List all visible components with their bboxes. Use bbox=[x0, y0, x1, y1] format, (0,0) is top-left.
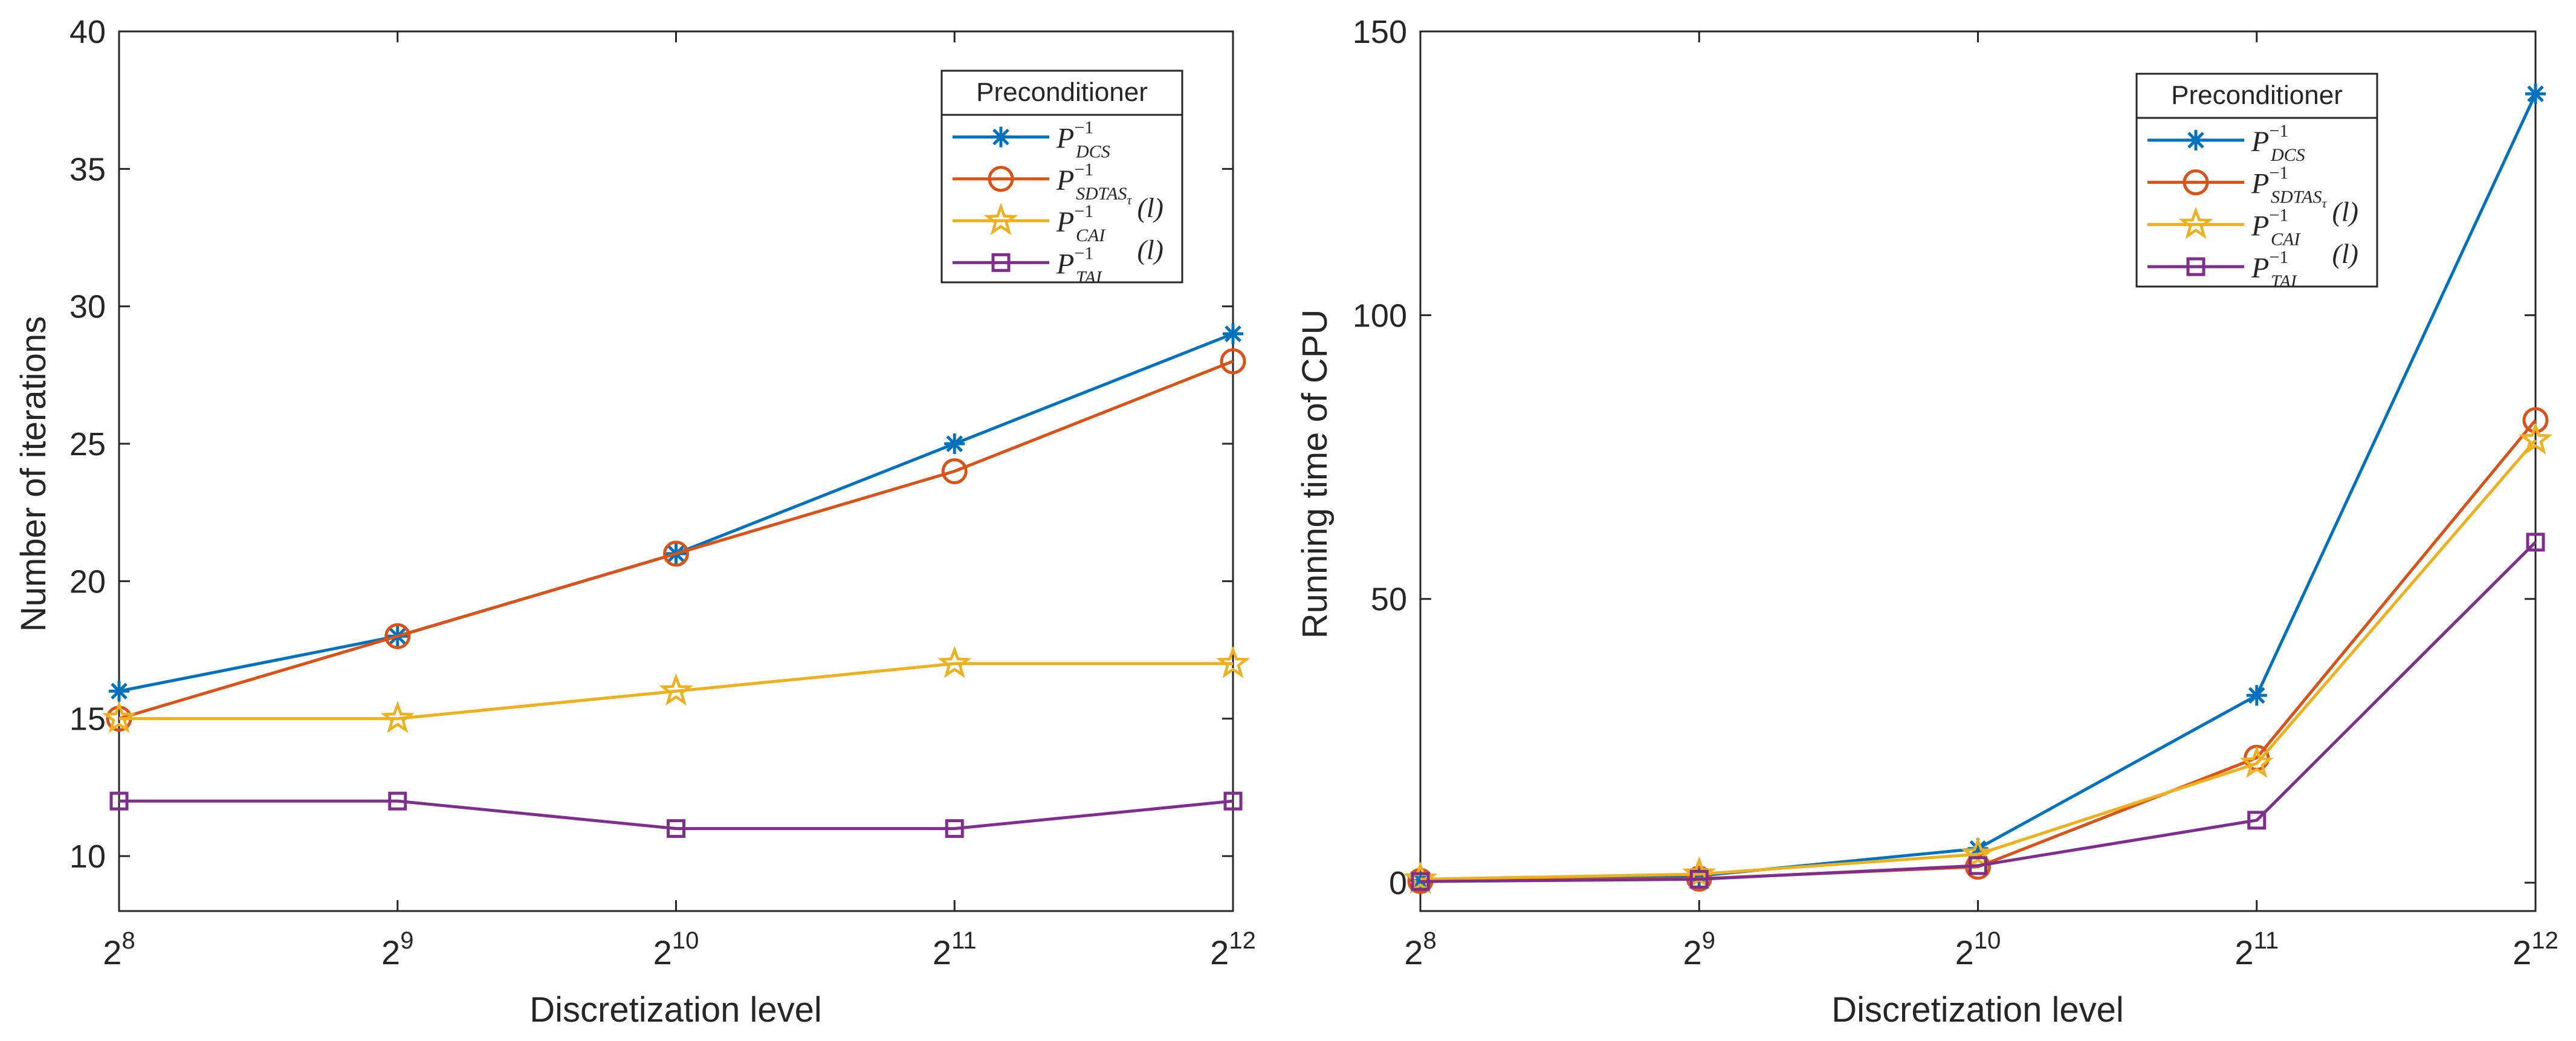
asterisk-marker bbox=[2525, 83, 2546, 105]
y-tick-label: 0 bbox=[1389, 865, 1407, 901]
series-circle bbox=[106, 348, 1246, 732]
x-axis-label: Discretization level bbox=[529, 990, 822, 1030]
square-marker bbox=[1223, 791, 1243, 811]
square-marker bbox=[2526, 533, 2545, 552]
legend-entry: P−1 DCS bbox=[953, 118, 1110, 162]
star-marker bbox=[1961, 836, 1995, 869]
x-tick-label: 28 bbox=[1404, 927, 1436, 971]
y-tick-label: 100 bbox=[1353, 297, 1407, 334]
star-marker bbox=[983, 203, 1018, 236]
asterisk-marker bbox=[2186, 129, 2206, 151]
series-star bbox=[102, 646, 1251, 733]
legend-entry: P−1 DCS bbox=[2147, 121, 2305, 165]
legend-label: P−1 SDTASτ bbox=[1056, 160, 1132, 207]
star-marker bbox=[2178, 206, 2213, 239]
series-square bbox=[1411, 533, 2545, 891]
y-tick-label: 10 bbox=[70, 838, 106, 875]
asterisk-marker bbox=[944, 433, 965, 455]
series-square bbox=[109, 791, 1243, 838]
y-tick-label: 40 bbox=[70, 14, 106, 50]
x-tick-label: 29 bbox=[381, 927, 413, 971]
square-marker bbox=[1689, 869, 1709, 889]
legend-label: P−1 DCS bbox=[2251, 121, 2305, 165]
x-tick-label: 210 bbox=[653, 927, 699, 971]
series-line bbox=[119, 662, 1233, 721]
square-marker bbox=[1411, 872, 1430, 891]
square-marker bbox=[991, 253, 1011, 272]
x-tick-label: 29 bbox=[1683, 927, 1715, 971]
asterisk-marker bbox=[109, 681, 129, 702]
series-line bbox=[1420, 541, 2537, 883]
legend-label: P−1 SDTASτ bbox=[2251, 163, 2327, 211]
square-marker bbox=[945, 819, 964, 838]
legend-label: P−1 TAI (l) bbox=[1056, 234, 1163, 287]
star-marker bbox=[380, 701, 415, 733]
asterisk-marker bbox=[991, 126, 1011, 148]
legend-label: P−1 CAI (l) bbox=[1056, 192, 1163, 245]
series-line bbox=[1420, 439, 2537, 881]
x-tick-label: 28 bbox=[103, 927, 135, 971]
star-marker bbox=[1403, 861, 1438, 894]
asterisk-marker bbox=[1223, 323, 1243, 345]
series-line bbox=[119, 799, 1234, 831]
star-marker bbox=[2239, 745, 2274, 778]
legend-entry: P−1 SDTASτ bbox=[2147, 163, 2327, 211]
star-marker bbox=[937, 646, 972, 678]
circle-marker bbox=[384, 623, 411, 649]
square-marker bbox=[2186, 257, 2205, 276]
legend-title: Preconditioner bbox=[2171, 80, 2343, 110]
x-tick-label: 211 bbox=[2235, 927, 2279, 971]
square-marker bbox=[1969, 856, 1987, 875]
x-axis-label: Discretization level bbox=[1831, 990, 2124, 1030]
legend-entry: P−1 CAI (l) bbox=[2147, 196, 2358, 249]
y-tick-label: 150 bbox=[1353, 14, 1407, 50]
x-tick-label: 210 bbox=[1955, 927, 2001, 971]
circle-marker bbox=[941, 458, 968, 484]
y-tick-label: 35 bbox=[70, 151, 106, 187]
square-marker bbox=[388, 791, 407, 811]
legend-label: P−1 DCS bbox=[1056, 118, 1110, 162]
y-axis-label: Running time of CPU bbox=[1295, 310, 1335, 639]
star-marker bbox=[2518, 422, 2553, 455]
circle-marker bbox=[988, 166, 1014, 192]
y-tick-label: 50 bbox=[1371, 582, 1407, 618]
x-tick-label: 212 bbox=[1210, 927, 1256, 971]
chart-cpu-time: Running time of CPU Discretization level… bbox=[1295, 14, 2558, 1030]
series-line bbox=[118, 360, 1234, 721]
star-marker bbox=[659, 673, 693, 706]
star-marker bbox=[1215, 646, 1251, 678]
star-marker bbox=[102, 701, 137, 733]
asterisk-marker bbox=[2246, 685, 2267, 706]
x-tick-label: 212 bbox=[2513, 927, 2558, 971]
y-tick-label: 15 bbox=[70, 701, 106, 738]
legend-box bbox=[2135, 73, 2378, 288]
y-tick-label: 25 bbox=[70, 426, 106, 462]
legend-label: P−1 TAI (l) bbox=[2251, 238, 2358, 291]
legend-box bbox=[940, 70, 1183, 284]
square-marker bbox=[667, 819, 685, 838]
chart-iterations: Number of iterations Discretization leve… bbox=[14, 14, 1256, 1030]
legend-entry: P−1 SDTASτ bbox=[953, 160, 1132, 207]
circle-marker bbox=[1220, 348, 1246, 375]
y-tick-label: 20 bbox=[70, 563, 106, 600]
circle-marker bbox=[2522, 407, 2549, 433]
circle-marker bbox=[2183, 169, 2209, 196]
series-star bbox=[1403, 422, 2553, 894]
legend-entry: P−1 CAI (l) bbox=[953, 192, 1163, 245]
y-tick-label: 30 bbox=[70, 289, 106, 325]
circle-marker bbox=[663, 540, 689, 567]
x-tick-label: 211 bbox=[933, 927, 977, 971]
y-axis-label: Number of iterations bbox=[14, 316, 53, 632]
legend-title: Preconditioner bbox=[976, 77, 1148, 107]
legend-entry: P−1 TAI (l) bbox=[953, 234, 1163, 287]
legend-entry: P−1 TAI (l) bbox=[2147, 238, 2358, 291]
legend-label: P−1 CAI (l) bbox=[2251, 196, 2358, 249]
square-marker bbox=[109, 791, 129, 811]
square-marker bbox=[2247, 811, 2267, 830]
